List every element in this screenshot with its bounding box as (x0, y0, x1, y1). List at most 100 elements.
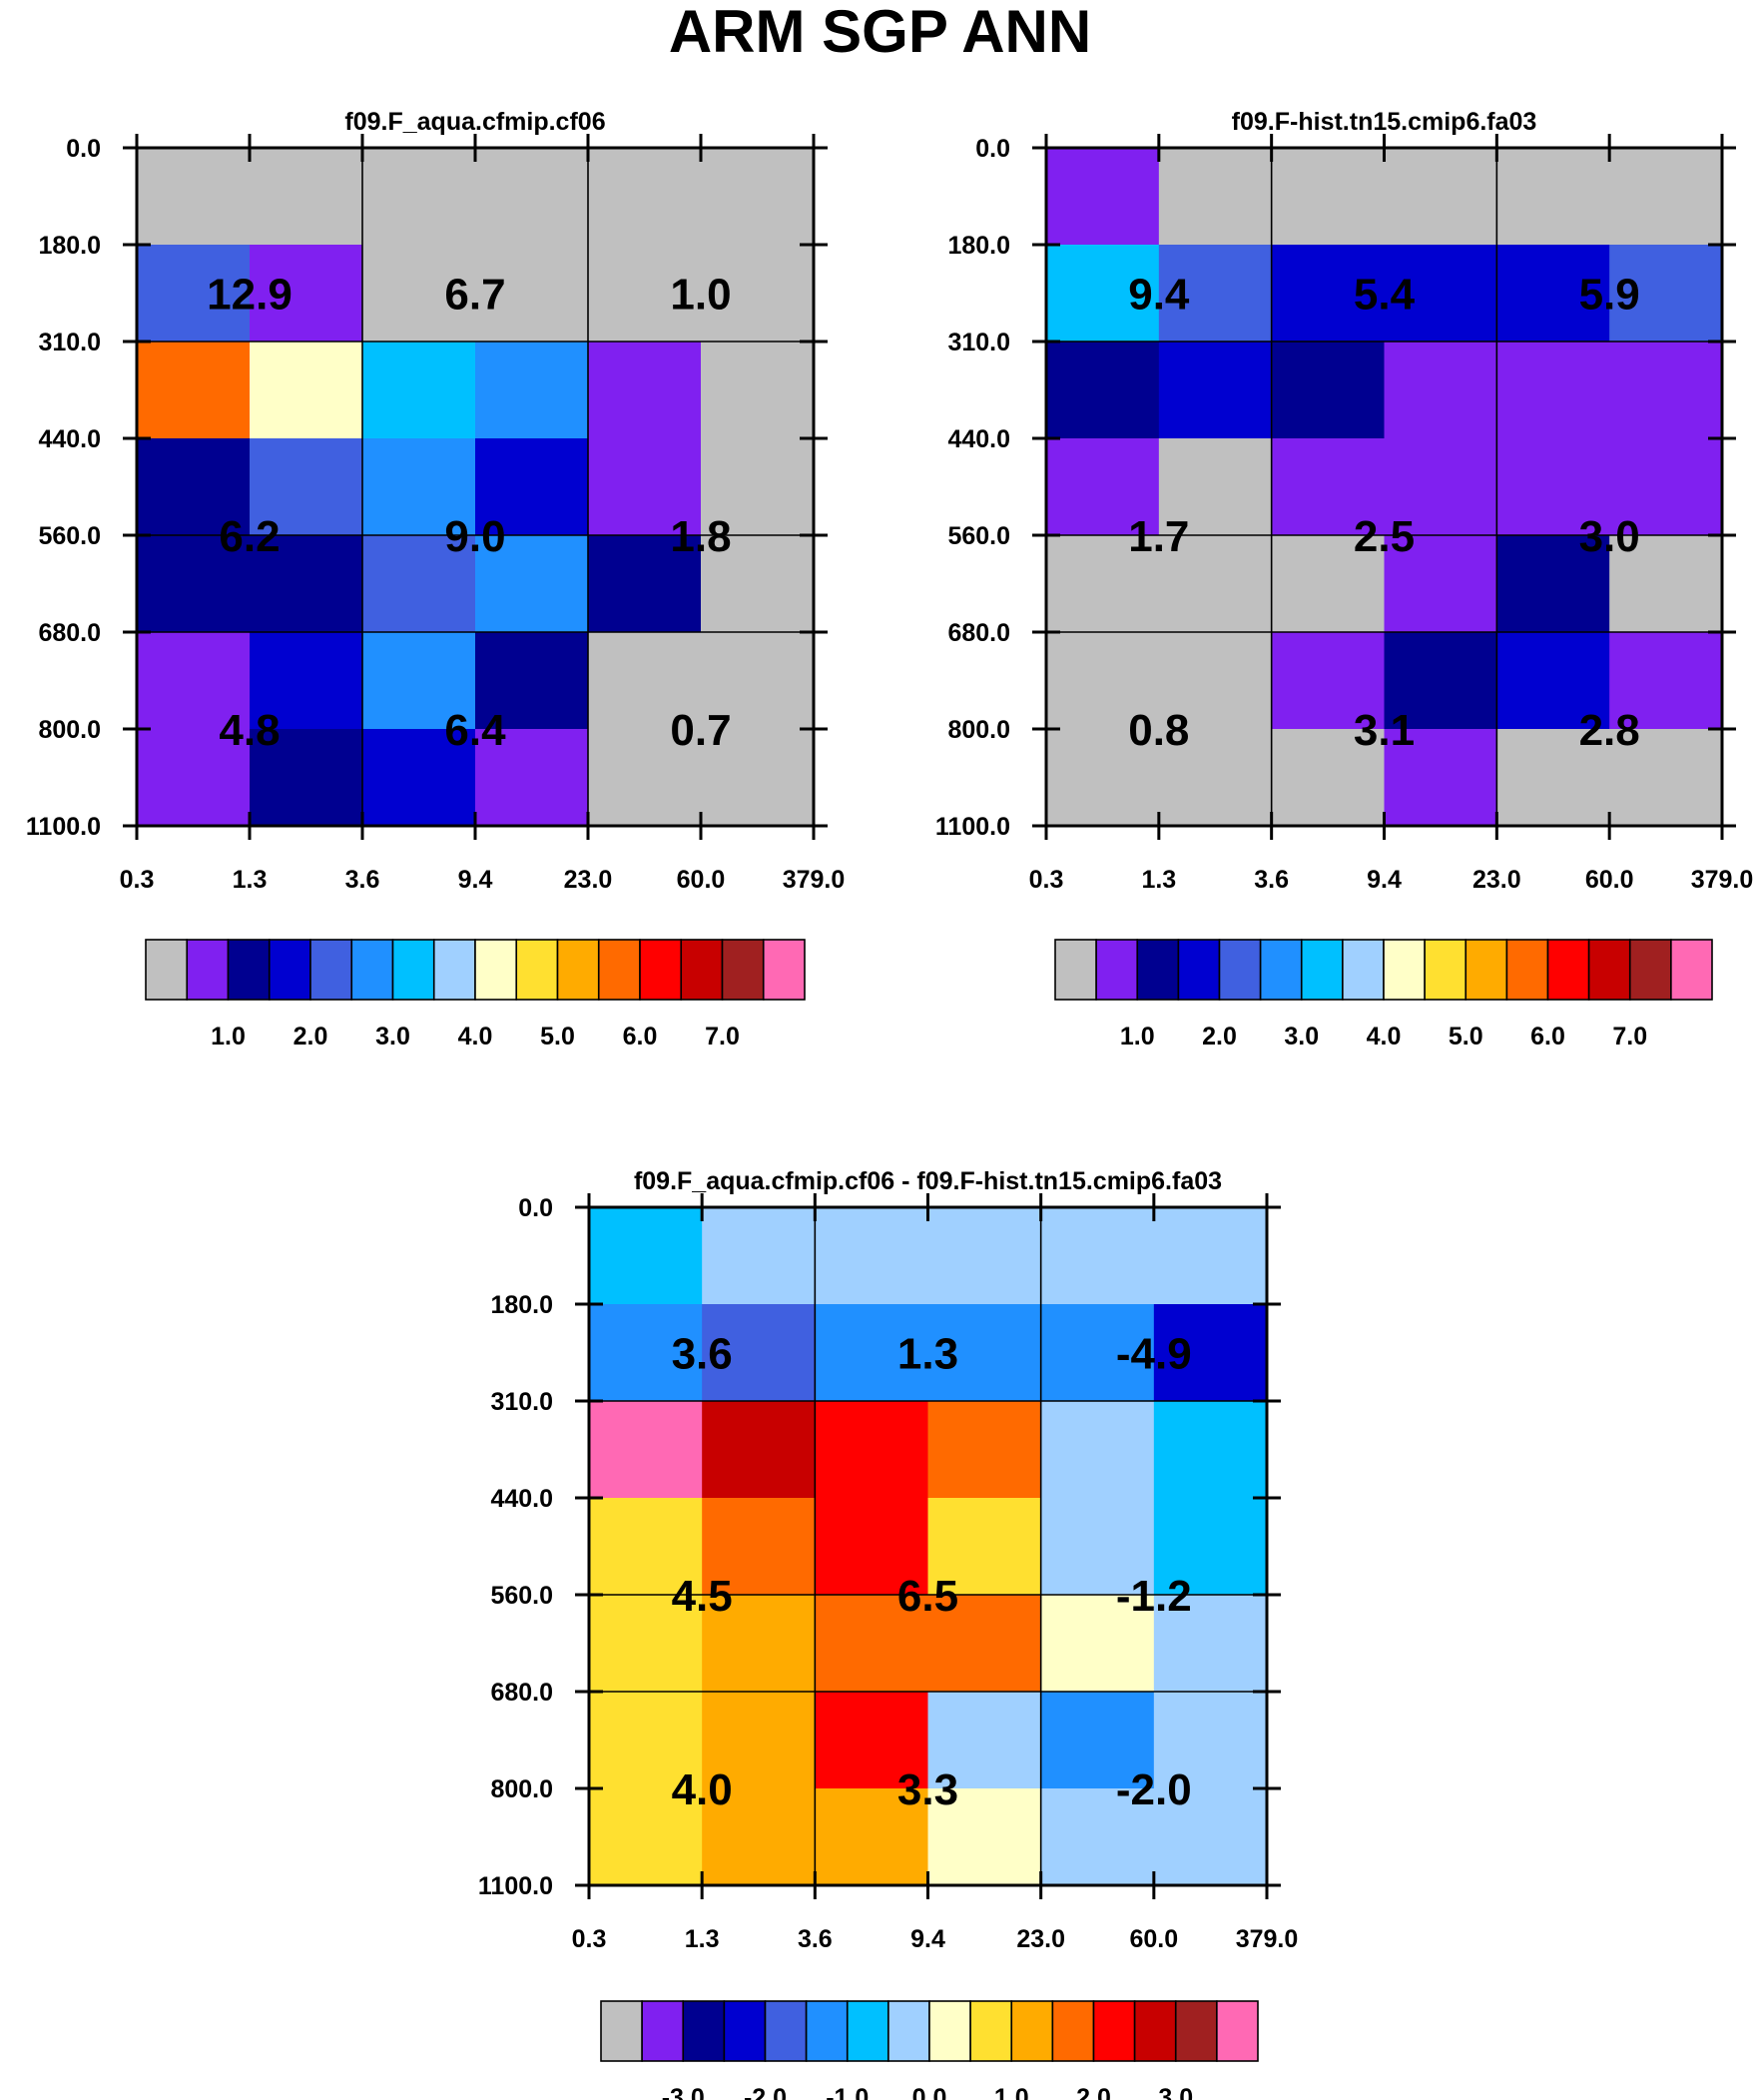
colorbar-swatch (1095, 939, 1139, 1001)
y-tick-label: 560.0 (490, 1582, 553, 1610)
histogram-cell (702, 1595, 816, 1693)
colorbar-swatch (600, 2000, 643, 2062)
colorbar-swatch (145, 939, 189, 1001)
box-value-label: 12.9 (207, 271, 293, 320)
histogram-cell (588, 535, 702, 633)
histogram-cell (589, 1401, 703, 1499)
box-value-label: 3.0 (1579, 512, 1640, 561)
histogram-cell (362, 342, 476, 439)
colorbar-swatch (764, 2000, 808, 2062)
histogram-cell (362, 438, 476, 536)
histogram-cell (250, 148, 363, 246)
histogram-cell (250, 632, 363, 730)
colorbar-swatch (762, 939, 806, 1001)
histogram-cell (1609, 245, 1723, 343)
x-tick-label: 23.0 (564, 866, 613, 894)
histogram-cell (1046, 148, 1160, 246)
box-value-label: -4.9 (1116, 1330, 1192, 1379)
colorbar-label: 5.0 (1449, 1023, 1483, 1050)
x-tick-label: 1.3 (1141, 866, 1176, 894)
histogram-cell (1158, 535, 1273, 633)
histogram-cell (475, 245, 589, 343)
x-tick-label: 60.0 (1585, 866, 1634, 894)
colorbar-swatch (1342, 939, 1385, 1001)
histogram-cell (362, 245, 476, 343)
histogram-cell (1609, 535, 1723, 633)
histogram-cell (475, 729, 589, 827)
histogram-cell (362, 632, 476, 730)
histogram-cell (815, 1304, 929, 1402)
histogram-cell (250, 245, 363, 343)
x-tick-label: 0.3 (120, 866, 155, 894)
histogram-cell (137, 632, 251, 730)
histogram-cell (1384, 245, 1497, 343)
colorbar-label: 7.0 (705, 1023, 740, 1050)
colorbar-swatch (1218, 939, 1262, 1001)
y-tick-label: 0.0 (66, 135, 101, 163)
histogram-cell (1271, 729, 1386, 827)
histogram-cell (1609, 729, 1723, 827)
x-tick-label: 3.6 (1254, 866, 1289, 894)
histogram-cell (589, 1498, 703, 1596)
histogram-cell (1496, 438, 1610, 536)
x-tick-label: 0.3 (572, 1925, 607, 1953)
colorbar-swatch (1216, 2000, 1259, 2062)
histogram-cell (588, 148, 702, 246)
histogram-cell (1158, 148, 1273, 246)
x-tick-label: 3.6 (798, 1925, 833, 1953)
colorbar-swatch (682, 2000, 726, 2062)
box-value-label: 2.5 (1354, 512, 1415, 561)
histogram-cell (137, 342, 251, 439)
y-tick-label: 440.0 (490, 1485, 553, 1513)
histogram-cell (1040, 1692, 1155, 1789)
histogram-cell (1496, 148, 1610, 246)
box-value-label: 9.4 (1128, 271, 1190, 320)
box-value-label: 1.7 (1128, 512, 1189, 561)
colorbar-swatch (1051, 2000, 1095, 2062)
histogram-cell (588, 342, 702, 439)
box-value-label: 5.4 (1354, 271, 1416, 320)
y-tick-label: 440.0 (947, 425, 1010, 453)
histogram-cell (1040, 1788, 1155, 1886)
histogram-cell (589, 1207, 703, 1305)
histogram-cell (701, 342, 815, 439)
histogram-cell (1271, 535, 1386, 633)
histogram-cell (137, 438, 251, 536)
colorbar-swatch (805, 2000, 849, 2062)
histogram-cell (702, 1304, 816, 1402)
colorbar-swatch (846, 2000, 889, 2062)
y-tick-label: 560.0 (947, 522, 1010, 550)
colorbar-swatch (597, 939, 641, 1001)
histogram-cell (701, 632, 815, 730)
histogram-cell (1046, 245, 1160, 343)
colorbar-swatch (432, 939, 476, 1001)
colorbar-swatch (1628, 939, 1672, 1001)
histogram-cell (815, 1692, 929, 1789)
x-tick-label: 379.0 (1236, 1925, 1299, 1953)
colorbar-swatch (1133, 2000, 1177, 2062)
histogram-cell (362, 729, 476, 827)
panel-title: f09.F_aqua.cfmip.cf06 (344, 108, 605, 136)
histogram-cell (1271, 245, 1386, 343)
colorbar-swatch (1505, 939, 1549, 1001)
box-value-label: 4.0 (672, 1765, 733, 1814)
y-tick-label: 800.0 (490, 1775, 553, 1803)
histogram-cell (1046, 632, 1160, 730)
histogram-cell (927, 1304, 1042, 1402)
colorbar-swatch (928, 2000, 971, 2062)
histogram-cell (1271, 438, 1386, 536)
histogram-cell (362, 148, 476, 246)
histogram-cell (137, 729, 251, 827)
histogram-cell (362, 535, 476, 633)
panel-title: f09.F_aqua.cfmip.cf06 - f09.F-hist.tn15.… (634, 1167, 1222, 1195)
box-value-label: -2.0 (1116, 1765, 1192, 1814)
y-tick-label: 310.0 (947, 329, 1010, 356)
histogram-cell (137, 148, 251, 246)
box-value-label: 6.5 (897, 1572, 958, 1621)
colorbar-label: 2.0 (1202, 1023, 1237, 1050)
histogram-cell (815, 1401, 929, 1499)
histogram-cell (1158, 438, 1273, 536)
x-tick-label: 379.0 (783, 866, 846, 894)
